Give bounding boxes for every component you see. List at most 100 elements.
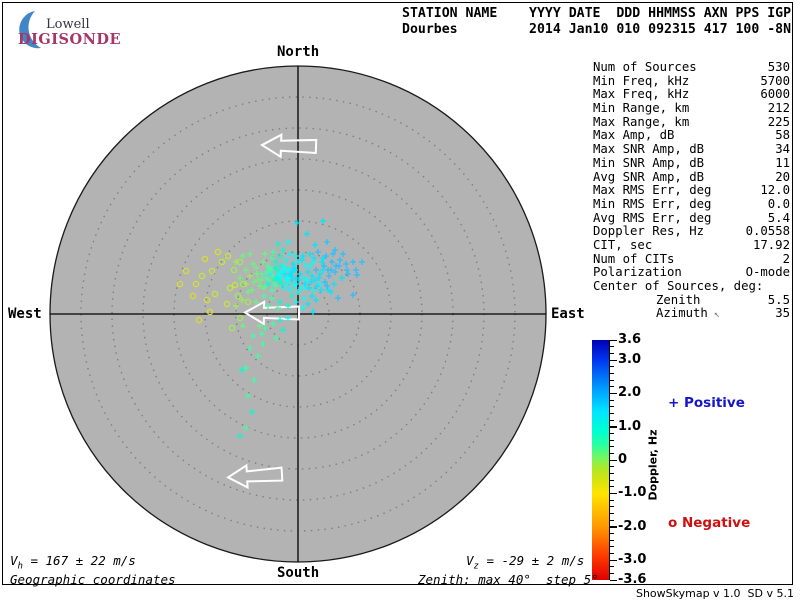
stat-value: 0.0558	[745, 224, 790, 239]
stat-label: Max Range, km	[593, 114, 690, 129]
drift-arrows	[226, 133, 318, 490]
source-points	[176, 218, 365, 439]
colorbar-minor-tick	[610, 366, 614, 368]
vertical-velocity-value: Vz = -29 ± 2 m/s	[466, 553, 585, 572]
colorbar-major-tick	[610, 459, 617, 461]
compass-north-label: North	[277, 44, 320, 60]
stat-value: 5700	[760, 73, 790, 88]
zenith-range-note: Zenith: max 40° step 5°	[418, 572, 599, 587]
stat-value: 17.92	[752, 237, 790, 252]
colorbar-minor-tick	[610, 346, 614, 348]
stat-value: 12.0	[760, 183, 790, 198]
colorbar-major-tick	[610, 359, 617, 361]
colorbar-minor-tick	[610, 552, 614, 554]
colorbar-minor-tick	[610, 519, 614, 521]
colorbar-minor-tick	[610, 372, 614, 374]
colorbar-minor-tick	[610, 499, 614, 501]
colorbar-minor-tick	[610, 486, 614, 488]
stat-label: Num of Sources	[593, 60, 697, 74]
colorbar-tick-label: -3.6	[618, 572, 647, 587]
header-column-labels: STATION NAME YYYY DATE DDD HHMMSS AXN PP…	[402, 6, 792, 21]
stat-label: Avg SNR Amp, dB	[593, 169, 705, 184]
stats-panel: Num of Sources 530 Min Freq, kHz 5700 Max Fr…	[593, 60, 790, 321]
colorbar-minor-tick	[610, 446, 614, 448]
colorbar-minor-tick	[610, 432, 614, 434]
stat-row: Max Amp, dB 58	[593, 129, 790, 143]
stat-value: 5.5	[767, 292, 790, 307]
station-header: STATION NAME YYYY DATE DDD HHMMSS AXN PP…	[402, 6, 791, 38]
stat-value: 34	[775, 142, 790, 157]
colorbar-major-tick	[610, 579, 617, 581]
colorbar-minor-tick	[610, 386, 614, 388]
colorbar-minor-tick	[610, 399, 614, 401]
colorbar-title: Doppler, Hz	[646, 429, 660, 501]
colorbar-minor-tick	[610, 419, 614, 421]
stat-value: 6000	[760, 87, 790, 102]
colorbar-minor-tick	[610, 572, 614, 574]
stat-label: Max Freq, kHz	[593, 87, 690, 102]
stat-label: Avg RMS Err, deg	[593, 210, 712, 225]
stat-label: Num of CITs	[593, 251, 675, 266]
colorbar-minor-tick	[610, 452, 614, 454]
stat-row: Avg RMS Err, deg 5.4	[593, 210, 790, 226]
colorbar-major-tick	[610, 339, 617, 341]
colorbar-minor-tick	[610, 406, 614, 408]
logo-digisonde-text: DIGISONDE	[18, 31, 122, 48]
stat-label: Zenith	[656, 292, 701, 307]
stat-row: Max Range, km 225	[593, 114, 790, 130]
colorbar-minor-tick	[610, 546, 614, 548]
logo-lowell-text: Lowell	[46, 17, 90, 32]
colorbar-major-tick	[610, 492, 617, 495]
stat-label: Min RMS Err, deg	[593, 196, 712, 211]
stat-value: 225	[767, 114, 790, 129]
stat-row: Max Freq, kHz 6000	[593, 88, 790, 102]
stat-value: 0.0	[767, 196, 790, 211]
legend-positive: + Positive	[668, 395, 745, 411]
stat-row: Azimuth ↖ 35	[593, 307, 790, 321]
stat-label: Center of Sources, deg:	[593, 279, 764, 293]
header-values: Dourbes 2014 Jan10 010 092315 417 100 -8…	[402, 22, 792, 37]
colorbar-minor-tick	[610, 472, 614, 474]
stat-value: 2	[782, 251, 790, 266]
stat-row: Avg SNR Amp, dB 20	[593, 169, 790, 185]
stat-label: CIT, sec	[593, 237, 653, 252]
stat-value: 530	[767, 60, 790, 74]
stat-row: CIT, sec 17.92	[593, 237, 790, 253]
compass-west-label: West	[8, 306, 42, 322]
compass-east-label: East	[551, 306, 585, 322]
colorbar-tick-label: -3.0	[618, 552, 647, 567]
colorbar-tick-label: 3.6	[618, 332, 642, 347]
stat-row: Min RMS Err, deg 0.0	[593, 196, 790, 212]
stat-row: Num of Sources 530	[593, 60, 790, 75]
azimuth-direction-icon: ↖	[707, 309, 720, 321]
colorbar-minor-tick	[610, 532, 614, 534]
stat-row: Polarization O-mode	[593, 266, 790, 280]
stat-label: Max SNR Amp, dB	[593, 142, 705, 157]
drift-arrow	[243, 300, 301, 326]
stat-label: Polarization	[593, 265, 682, 280]
stat-label: Min Range, km	[593, 101, 690, 116]
colorbar-minor-tick	[610, 412, 614, 414]
stat-value: O-mode	[745, 265, 790, 280]
colorbar-minor-tick	[610, 506, 614, 508]
colorbar-major-tick	[610, 526, 617, 528]
colorbar-tick-label: -2.0	[618, 518, 647, 534]
colorbar-minor-tick	[610, 466, 614, 468]
colorbar-minor-tick	[610, 352, 614, 354]
doppler-colorbar: 3.6 3.0 2.0 1.0 0 -1.0 -2.0 -3.0 -3.6	[592, 332, 662, 587]
colorbar-minor-tick	[610, 379, 614, 381]
stat-label: Min SNR Amp, dB	[593, 155, 705, 170]
stat-row: Num of CITs 2	[593, 251, 790, 267]
crescent-icon	[19, 11, 41, 49]
colorbar-major-tick	[610, 392, 617, 395]
colorbar-gradient	[592, 340, 610, 580]
stat-row: Max RMS Err, deg 12.0	[593, 183, 790, 198]
stat-label: Doppler Res, Hz	[593, 224, 705, 239]
colorbar-tick-label: 1.0	[618, 418, 642, 434]
stat-row: Zenith 5.5	[593, 292, 790, 308]
stat-value: 5.4	[767, 210, 790, 225]
stat-label: Max Amp, dB	[593, 128, 675, 143]
stat-value: 11	[775, 155, 790, 170]
compass-south-label: South	[277, 565, 320, 581]
